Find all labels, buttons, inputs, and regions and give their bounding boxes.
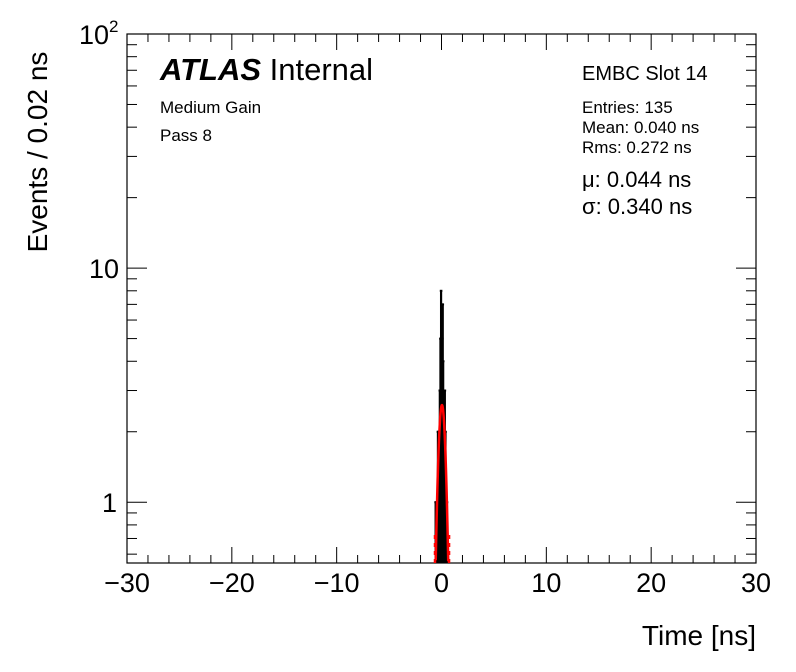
gain-label: Medium Gain bbox=[160, 98, 262, 117]
x-tick-label: 0 bbox=[434, 568, 449, 598]
gaussian-fit-curve bbox=[434, 403, 450, 562]
x-tick-label: −20 bbox=[209, 568, 255, 598]
atlas-label: ATLAS Internal bbox=[160, 52, 373, 88]
y-tick-label: 10 bbox=[89, 254, 119, 284]
y-tick-label: 10 bbox=[79, 20, 109, 50]
fit-sigma-label: σ: 0.340 ns bbox=[582, 194, 693, 219]
x-tick-label: 30 bbox=[741, 568, 771, 598]
x-tick-label: −30 bbox=[104, 568, 150, 598]
y-tick-label-exponent: 2 bbox=[109, 17, 118, 36]
x-tick-label: 20 bbox=[636, 568, 666, 598]
gaussian-fit bbox=[433, 403, 451, 563]
x-axis-label: Time [ns] bbox=[641, 620, 756, 651]
y-axis-label: Events / 0.02 ns bbox=[22, 51, 53, 253]
atlas-label-internal: Internal bbox=[261, 52, 374, 87]
entries-stat: Entries: 135 bbox=[582, 98, 673, 117]
y-tick-label: 1 bbox=[102, 488, 117, 518]
mean-stat: Mean: 0.040 ns bbox=[582, 118, 700, 137]
x-tick-label: 10 bbox=[531, 568, 561, 598]
slot-label: EMBC Slot 14 bbox=[582, 63, 708, 85]
atlas-label-bold: ATLAS bbox=[160, 52, 262, 87]
fit-mu-label: μ: 0.044 ns bbox=[582, 167, 692, 192]
axis-ticks bbox=[126, 34, 757, 563]
rms-stat: Rms: 0.272 ns bbox=[582, 138, 692, 157]
x-tick-label: −10 bbox=[314, 568, 360, 598]
pass-label: Pass 8 bbox=[160, 126, 212, 145]
